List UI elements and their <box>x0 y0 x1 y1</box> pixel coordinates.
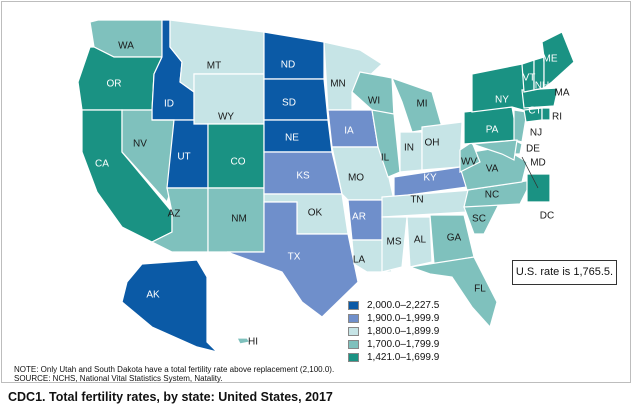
state-label-nm: NM <box>231 214 247 225</box>
state-wv <box>459 141 481 173</box>
state-label-nd: ND <box>281 60 295 71</box>
legend-label: 1,800.0–1,899.9 <box>367 326 440 337</box>
state-label-in: IN <box>404 143 414 154</box>
state-label-hi: HI <box>248 337 258 348</box>
legend-item: 1,700.0–1,799.9 <box>348 338 439 351</box>
state-label-ar: AR <box>352 212 366 223</box>
legend-label: 1,700.0–1,799.9 <box>367 339 440 350</box>
state-label-va: VA <box>486 164 499 175</box>
state-label-ma: MA <box>555 88 570 99</box>
state-label-de: DE <box>526 144 540 155</box>
state-hi <box>236 337 252 345</box>
state-label-wv: WV <box>461 157 477 168</box>
state-label-tn: TN <box>410 195 423 206</box>
state-ri <box>541 107 551 121</box>
state-label-nv: NV <box>133 139 147 150</box>
state-ms <box>381 216 408 273</box>
us-rate-box: U.S. rate is 1,765.5. <box>512 260 617 285</box>
state-label-mo: MO <box>348 173 364 184</box>
state-md <box>471 139 518 161</box>
legend-item: 1,421.0–1,699.9 <box>348 351 439 364</box>
state-ak <box>121 259 219 354</box>
legend-swatch <box>348 327 359 336</box>
state-label-co: CO <box>231 157 246 168</box>
state-al <box>406 216 433 268</box>
state-label-dc: DC <box>540 211 554 222</box>
caption-title: Total fertility rates, by state: United … <box>49 390 333 404</box>
state-ma <box>521 87 559 109</box>
state-il <box>371 109 401 178</box>
state-fl <box>409 256 498 329</box>
state-label-mn: MN <box>330 79 346 90</box>
state-dc <box>526 173 551 203</box>
state-label-ny: NY <box>495 95 509 106</box>
state-label-mt: MT <box>207 61 221 72</box>
state-label-id: ID <box>164 99 174 110</box>
state-label-ks: KS <box>296 171 310 182</box>
legend-swatch <box>348 340 359 349</box>
legend-item: 1,900.0–1,999.9 <box>348 312 439 325</box>
state-label-wa: WA <box>118 41 134 52</box>
state-label-sd: SD <box>282 98 296 109</box>
state-label-ok: OK <box>308 208 323 219</box>
state-label-tx: TX <box>288 252 301 263</box>
state-label-ct: CT <box>528 106 541 117</box>
note-text: NOTE: Only Utah and South Dakota have a … <box>14 365 335 374</box>
figure-note: NOTE: Only Utah and South Dakota have a … <box>14 365 334 383</box>
state-label-ms: MS <box>387 237 402 248</box>
state-label-az: AZ <box>168 209 181 220</box>
state-ny <box>471 63 531 113</box>
state-label-md: MD <box>530 158 546 169</box>
state-label-pa: PA <box>486 125 499 136</box>
state-nd <box>263 31 325 80</box>
state-label-fl: FL <box>474 284 486 295</box>
state-label-vt: VT <box>523 73 536 84</box>
legend-label: 1,421.0–1,699.9 <box>367 352 440 363</box>
state-me <box>541 31 575 90</box>
legend-swatch <box>348 314 359 323</box>
state-label-sc: SC <box>472 214 486 225</box>
state-label-ia: IA <box>344 126 354 137</box>
state-label-ri: RI <box>552 112 562 123</box>
legend-item: 2,000.0–2,227.5 <box>348 299 439 312</box>
state-label-oh: OH <box>425 138 440 149</box>
state-label-al: AL <box>414 235 427 246</box>
state-label-ne: NE <box>285 133 299 144</box>
dc-leader-line <box>521 156 539 189</box>
legend-label: 1,900.0–1,999.9 <box>367 313 440 324</box>
caption-prefix: CDC1. <box>8 390 46 404</box>
state-label-ky: KY <box>423 173 437 184</box>
legend-swatch <box>348 353 359 362</box>
state-sd <box>263 78 329 121</box>
state-label-ca: CA <box>95 159 109 170</box>
state-label-nh: NH <box>535 81 549 92</box>
map-figure: WA OR CA ID NV MT WY UT AZ CO NM ND SD NE KS OK TX MN IA MO… <box>1 1 631 383</box>
state-label-mi: MI <box>416 99 427 110</box>
state-label-nj: NJ <box>530 128 542 139</box>
state-label-wy: WY <box>218 112 234 123</box>
state-tx <box>226 201 359 318</box>
state-label-me: ME <box>543 54 558 65</box>
state-label-ak: AK <box>146 290 160 301</box>
legend-label: 2,000.0–2,227.5 <box>367 300 440 311</box>
state-label-or: OR <box>107 79 122 90</box>
us-choropleth-map: WA OR CA ID NV MT WY UT AZ CO NM ND SD NE KS OK TX MN IA MO… <box>77 19 575 354</box>
figure-caption: CDC1. Total fertility rates, by state: U… <box>0 386 634 409</box>
source-text: SOURCE: NCHS, National Vital Statistics … <box>14 374 223 383</box>
map-legend: 2,000.0–2,227.5 1,900.0–1,999.9 1,800.0–1,… <box>348 299 439 364</box>
state-label-ut: UT <box>177 152 190 163</box>
state-label-il: IL <box>381 153 390 164</box>
legend-item: 1,800.0–1,899.9 <box>348 325 439 338</box>
state-label-wi: WI <box>368 96 380 107</box>
state-label-nc: NC <box>485 190 499 201</box>
legend-swatch <box>348 301 359 310</box>
state-label-la: LA <box>353 255 366 266</box>
state-nj <box>513 109 528 143</box>
state-label-ga: GA <box>447 233 462 244</box>
